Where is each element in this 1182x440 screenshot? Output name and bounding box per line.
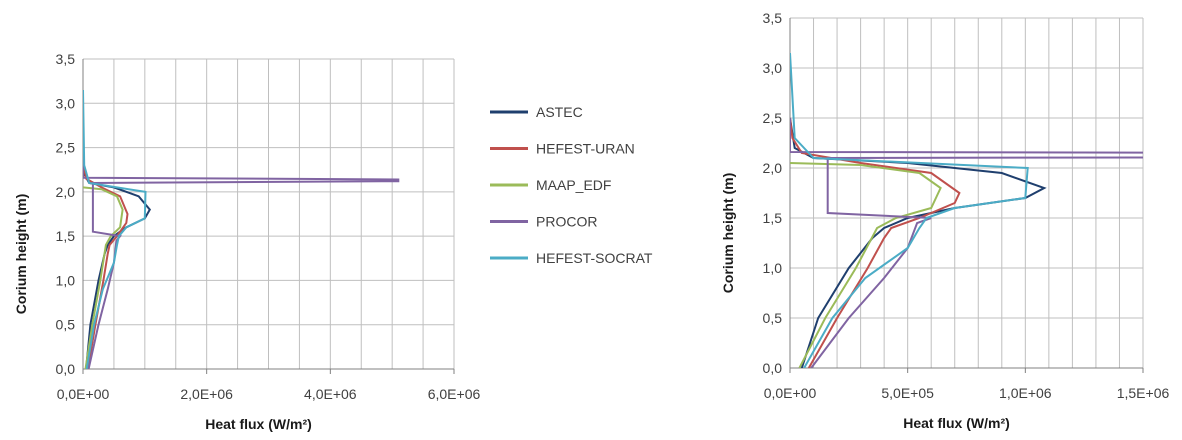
chart: 0,0 0,5 1,0 1,5 2,0 2,5 3,0 3,5 0,0E+00 5,0E+05 1,… xyxy=(720,10,1170,431)
series-line xyxy=(83,89,147,369)
x-tick-label: 0,0E+00 xyxy=(764,385,817,401)
legend: ASTEC HEFEST-URAN MAAP_EDF PROCOR HEFEST-SOC… xyxy=(490,104,653,266)
y-tick-label: 2,0 xyxy=(763,160,783,176)
series-line xyxy=(790,52,1029,368)
series-line xyxy=(83,186,124,369)
y-tick-label: 1,5 xyxy=(56,228,76,244)
series-line xyxy=(790,162,942,368)
chart: 0,0 0,5 1,0 1,5 2,0 2,5 3,0 3,5 0,0E+00 2,0E+06 4,… xyxy=(13,51,480,432)
series-group xyxy=(83,89,400,369)
x-tick-label: 1,0E+06 xyxy=(999,385,1052,401)
series-group xyxy=(790,52,1143,368)
series-line xyxy=(790,117,961,368)
x-axis-title: Heat flux (W/m²) xyxy=(903,415,1010,431)
y-tick-label: 2,5 xyxy=(763,110,783,126)
x-tick-label: 1,5E+06 xyxy=(1117,385,1170,401)
y-tick-label: 3,5 xyxy=(56,51,76,67)
y-tick-label: 3,5 xyxy=(763,10,783,26)
y-tick-label: 0,0 xyxy=(763,360,783,376)
legend-label: MAAP_EDF xyxy=(536,177,611,193)
y-tick-label: 0,5 xyxy=(763,310,783,326)
x-tick-label: 5,0E+05 xyxy=(881,385,934,401)
x-tick-label: 4,0E+06 xyxy=(304,386,357,402)
y-axis-title: Corium height (m) xyxy=(720,173,736,294)
y-tick-label: 0,5 xyxy=(56,317,76,333)
x-tick-label: 2,0E+06 xyxy=(180,386,233,402)
x-axis-title: Heat flux (W/m²) xyxy=(205,416,312,432)
series-line xyxy=(790,117,1047,368)
y-tick-label: 1,0 xyxy=(763,260,783,276)
legend-label: HEFEST-URAN xyxy=(536,141,635,157)
x-tick-label: 6,0E+06 xyxy=(428,386,481,402)
y-tick-label: 2,5 xyxy=(56,140,76,156)
series-line xyxy=(83,147,400,369)
y-tick-label: 3,0 xyxy=(763,60,783,76)
y-tick-label: 2,0 xyxy=(56,184,76,200)
series-line xyxy=(790,118,1143,368)
y-axis-title: Corium height (m) xyxy=(13,194,29,315)
legend-label: PROCOR xyxy=(536,214,597,230)
y-tick-label: 0,0 xyxy=(56,361,76,377)
legend-label: ASTEC xyxy=(536,104,583,120)
y-tick-label: 1,0 xyxy=(56,272,76,288)
legend-label: HEFEST-SOCRAT xyxy=(536,250,653,266)
y-tick-label: 1,5 xyxy=(763,210,783,226)
x-tick-label: 0,0E+00 xyxy=(57,386,110,402)
y-tick-label: 3,0 xyxy=(56,95,76,111)
